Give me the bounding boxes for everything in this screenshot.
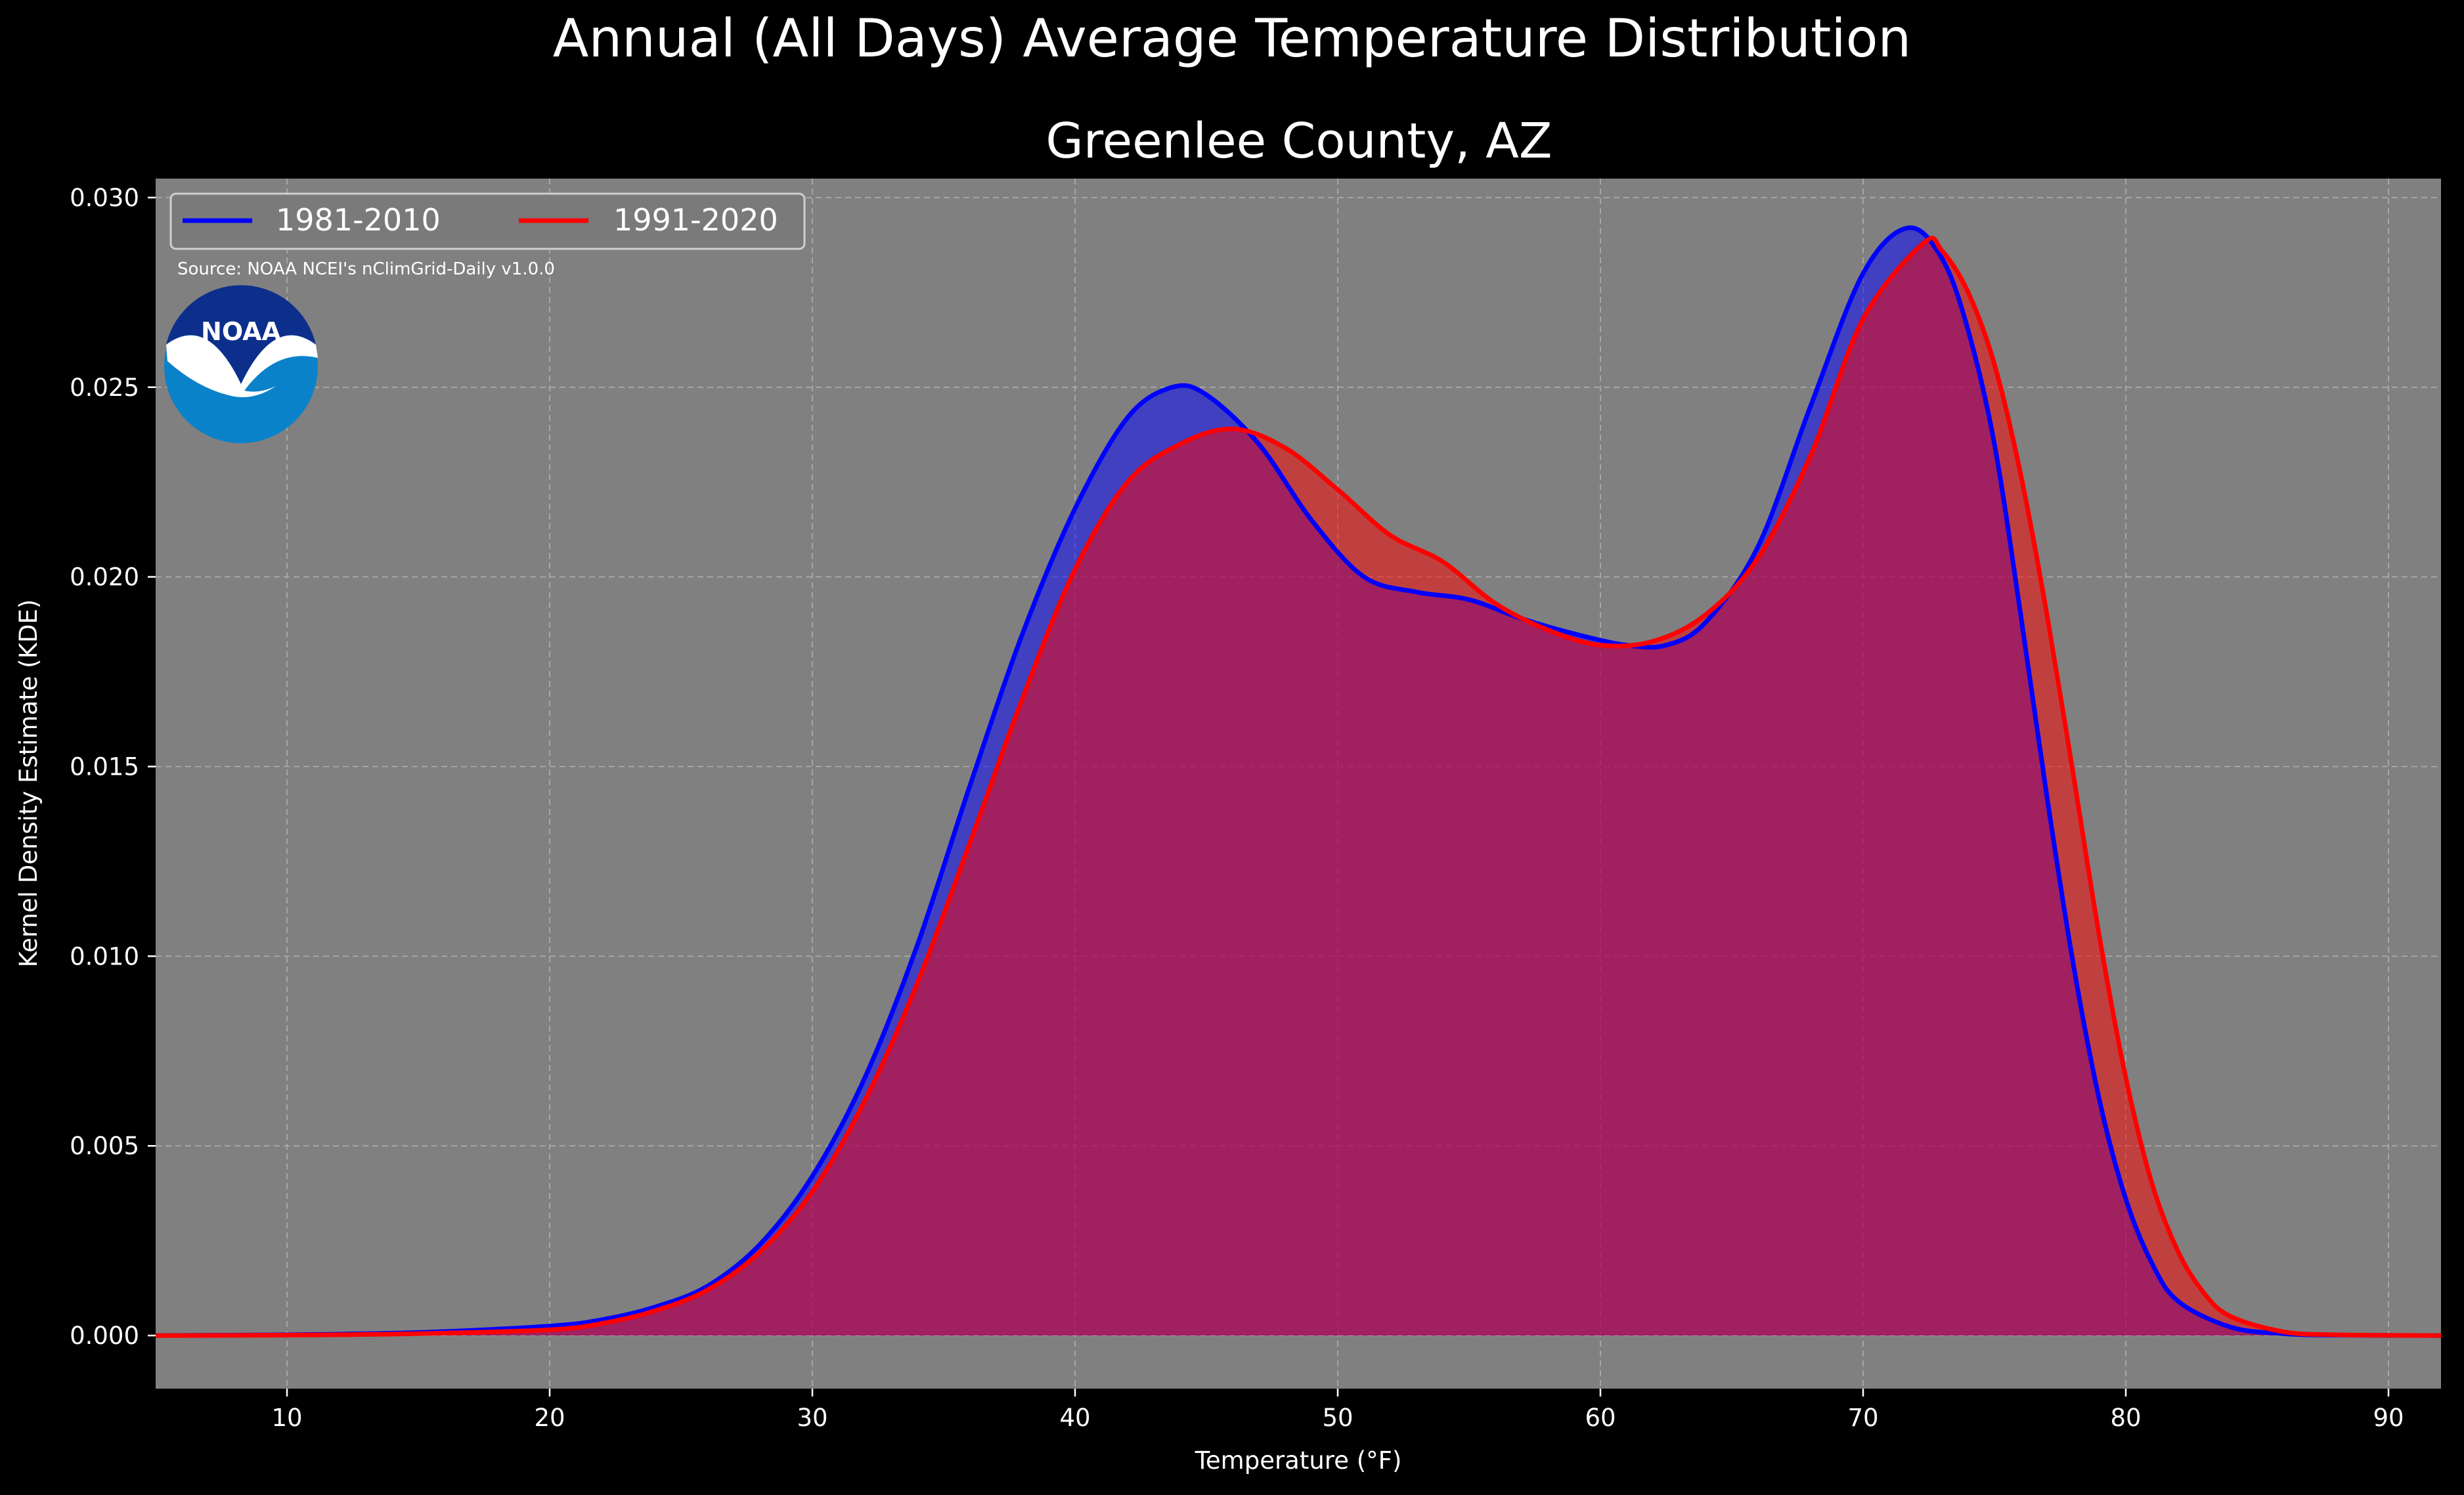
y-tick-label: 0.005: [70, 1132, 139, 1160]
x-axis: 10 20 30 40 50 60 70 80 90: [271, 1389, 2404, 1432]
y-tick-label: 0.020: [70, 563, 139, 592]
noaa-logo-bird: [166, 335, 318, 397]
series-layer: [155, 225, 2442, 1338]
x-tick-label: 70: [1847, 1404, 1878, 1432]
x-tick-label: 40: [1059, 1404, 1090, 1432]
x-tick-label: 80: [2110, 1404, 2141, 1432]
source-note: Source: NOAA NCEI's nClimGrid-Daily v1.0…: [177, 259, 555, 279]
y-tick-label: 0.015: [70, 753, 139, 781]
chart-suptitle: Annual (All Days) Average Temperature Di…: [553, 8, 1911, 69]
y-tick-label: 0.030: [70, 184, 139, 212]
series-area-1991-2020: [156, 238, 2441, 1336]
noaa-logo-text: NOAA: [201, 317, 281, 346]
x-tick-label: 10: [271, 1404, 302, 1432]
x-tick-label: 60: [1585, 1404, 1616, 1432]
y-axis-label: Kernel Density Estimate (KDE): [14, 599, 43, 968]
x-tick-label: 50: [1322, 1404, 1353, 1432]
legend-box: [169, 192, 806, 250]
x-tick-label: 20: [534, 1404, 565, 1432]
series-line-1991-2020: [155, 236, 2442, 1338]
legend: 1981-2010 1991-2020: [169, 192, 806, 250]
noaa-logo: NOAA: [164, 285, 318, 443]
x-axis-label: Temperature (°F): [1195, 1446, 1402, 1475]
y-tick-label: 0.025: [70, 374, 139, 402]
chart-title: Greenlee County, AZ: [1045, 113, 1552, 169]
y-tick-label: 0.010: [70, 942, 139, 970]
legend-label-1981-2010: 1981-2010: [276, 202, 441, 238]
y-tick-label: 0.000: [70, 1322, 139, 1350]
noaa-logo-top: [166, 285, 316, 384]
y-axis: 0.000 0.005 0.010 0.015 0.020 0.025 0.030: [70, 184, 156, 1350]
x-tick-label: 90: [2373, 1404, 2404, 1432]
legend-label-1991-2020: 1991-2020: [613, 202, 778, 238]
x-tick-label: 30: [797, 1404, 827, 1432]
